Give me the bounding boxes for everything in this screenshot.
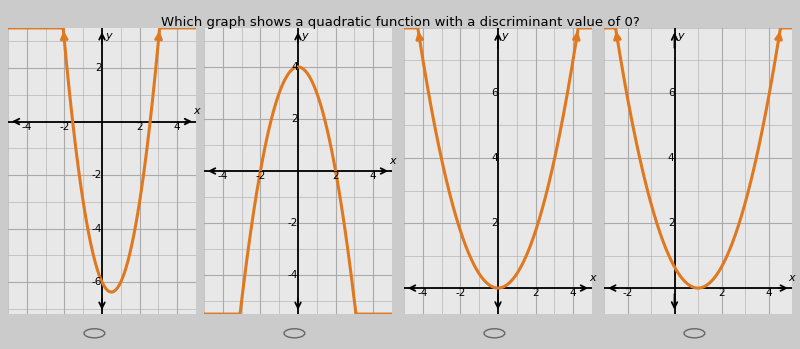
Text: 2: 2 — [291, 114, 298, 124]
Text: 2: 2 — [136, 121, 143, 132]
Text: -4: -4 — [92, 223, 102, 233]
Text: -4: -4 — [418, 288, 428, 298]
Text: -2: -2 — [455, 288, 466, 298]
Text: -6: -6 — [92, 277, 102, 287]
Text: -4: -4 — [218, 171, 228, 181]
Text: 2: 2 — [532, 288, 539, 298]
Text: 2: 2 — [668, 218, 674, 228]
Text: 2: 2 — [718, 288, 725, 298]
Text: -2: -2 — [622, 288, 633, 298]
Text: y: y — [678, 31, 684, 41]
Text: y: y — [105, 31, 111, 40]
Text: y: y — [501, 31, 507, 41]
Text: 4: 4 — [291, 62, 298, 72]
Text: 2: 2 — [332, 171, 339, 181]
Text: -2: -2 — [59, 121, 70, 132]
Text: Which graph shows a quadratic function with a discriminant value of 0?​: Which graph shows a quadratic function w… — [161, 16, 639, 29]
Text: 4: 4 — [174, 121, 181, 132]
Text: 4: 4 — [570, 288, 577, 298]
Text: y: y — [301, 30, 307, 40]
Text: 4: 4 — [491, 153, 498, 163]
Text: x: x — [193, 106, 200, 116]
Text: 6: 6 — [491, 88, 498, 98]
Text: 2: 2 — [491, 218, 498, 228]
Text: 4: 4 — [765, 288, 772, 298]
Text: 4: 4 — [370, 171, 377, 181]
Text: -4: -4 — [288, 270, 298, 280]
Text: x: x — [789, 273, 795, 283]
Text: x: x — [389, 156, 396, 166]
Text: 4: 4 — [668, 153, 674, 163]
Text: -2: -2 — [92, 170, 102, 180]
Text: -2: -2 — [288, 218, 298, 228]
Text: x: x — [589, 273, 596, 283]
Text: -2: -2 — [255, 171, 266, 181]
Text: 2: 2 — [95, 63, 102, 73]
Text: -4: -4 — [22, 121, 32, 132]
Text: 6: 6 — [668, 88, 674, 98]
